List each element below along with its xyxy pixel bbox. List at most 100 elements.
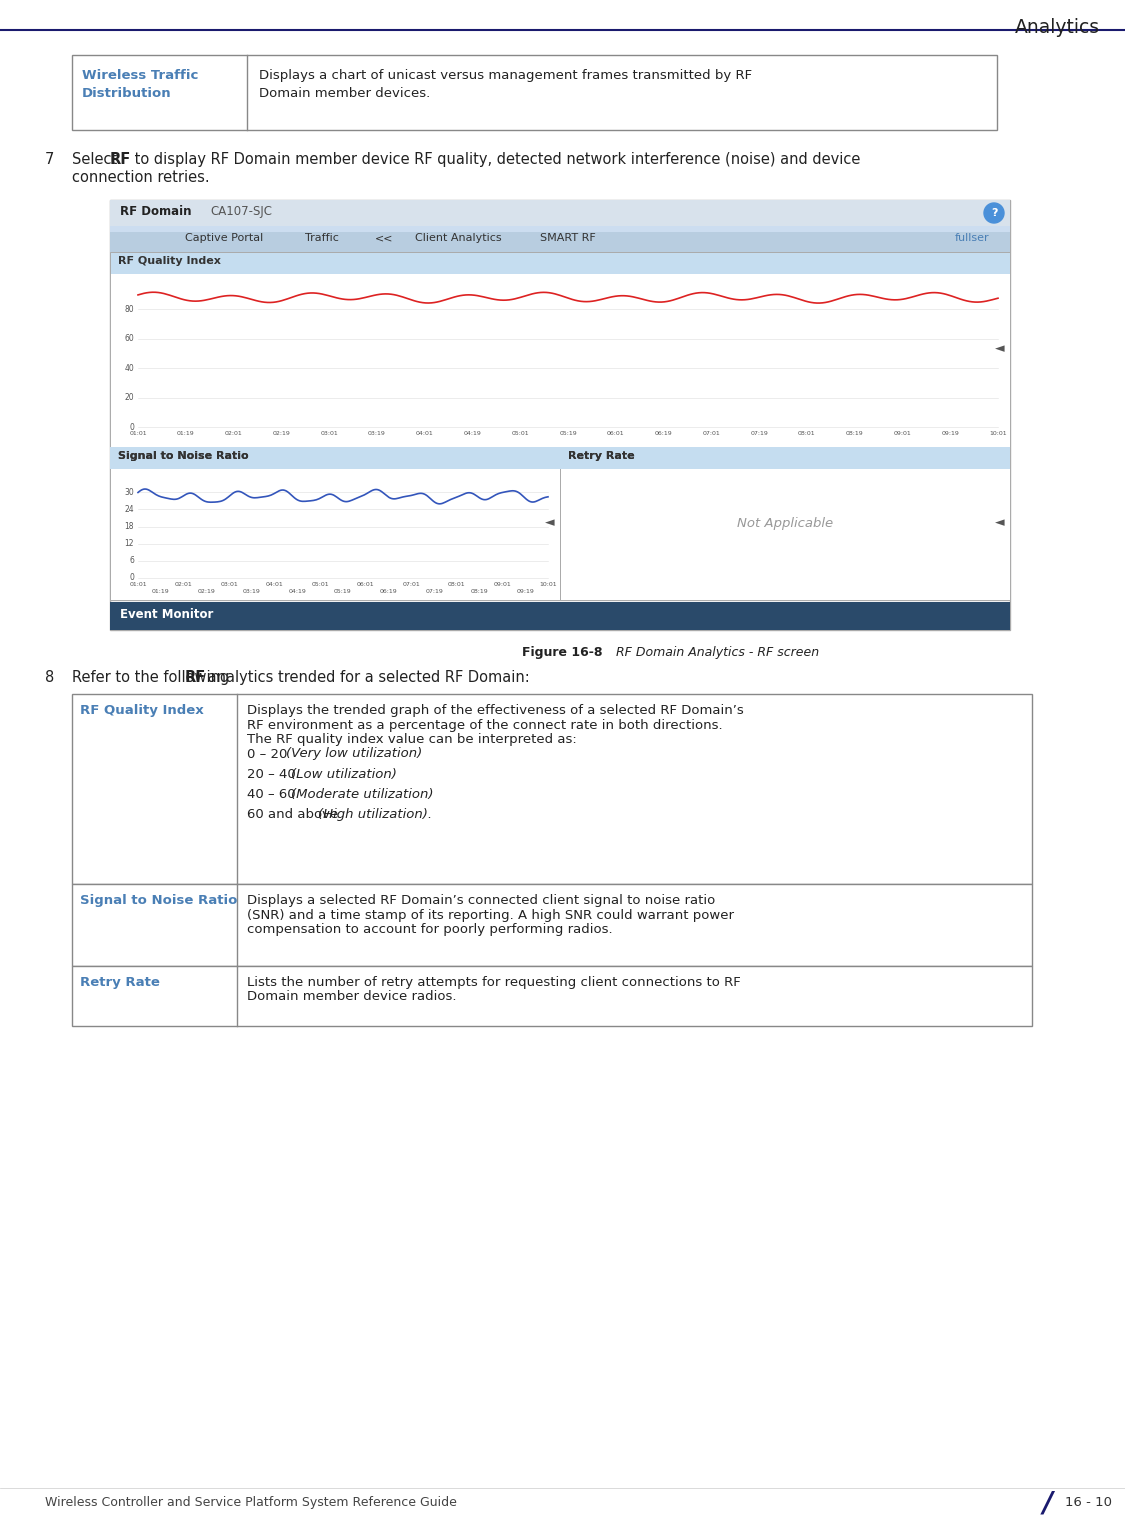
Text: ◄: ◄	[546, 516, 555, 530]
Text: ◄: ◄	[996, 343, 1005, 355]
Text: Displays a chart of unicast versus management frames transmitted by RF
Domain me: Displays a chart of unicast versus manag…	[259, 68, 753, 100]
Text: 12: 12	[125, 539, 134, 548]
Bar	[560, 446, 1010, 469]
Bar	[110, 603, 1010, 630]
Text: RF Quality Index: RF Quality Index	[80, 704, 204, 716]
Bar	[110, 200, 1010, 226]
Text: ◄: ◄	[996, 516, 1005, 530]
Bar	[110, 252, 1010, 446]
Text: 06:19: 06:19	[379, 589, 397, 594]
Text: 03:01: 03:01	[220, 581, 238, 587]
Text: 40 – 60: 40 – 60	[248, 788, 300, 802]
Bar	[560, 446, 1010, 469]
Text: 02:01: 02:01	[174, 581, 192, 587]
Text: Displays the trended graph of the effectiveness of a selected RF Domain’s: Displays the trended graph of the effect…	[248, 704, 744, 716]
Text: 09:19: 09:19	[942, 431, 960, 436]
Text: 04:01: 04:01	[266, 581, 284, 587]
Text: 30: 30	[124, 487, 134, 496]
Text: 0: 0	[129, 422, 134, 431]
Text: 10:01: 10:01	[539, 581, 557, 587]
Text: 05:19: 05:19	[559, 431, 577, 436]
Text: 60: 60	[124, 334, 134, 343]
Text: 60 and above: 60 and above	[248, 809, 342, 821]
Text: Signal to Noise Ratio: Signal to Noise Ratio	[118, 451, 249, 461]
Text: 05:01: 05:01	[312, 581, 328, 587]
Bar	[110, 252, 1010, 275]
Text: 18: 18	[125, 522, 134, 531]
Text: 24: 24	[125, 505, 134, 513]
Text: 08:01: 08:01	[798, 431, 816, 436]
Text: Retry Rate: Retry Rate	[80, 976, 160, 990]
Text: 06:01: 06:01	[608, 431, 624, 436]
Text: Analytics: Analytics	[1015, 18, 1100, 36]
Text: connection retries.: connection retries.	[72, 170, 209, 185]
Text: 0 – 20: 0 – 20	[248, 747, 291, 761]
Text: SMART RF: SMART RF	[540, 232, 596, 243]
Text: (Very low utilization): (Very low utilization)	[286, 747, 422, 761]
Text: 06:01: 06:01	[357, 581, 375, 587]
Text: Select: Select	[72, 152, 122, 167]
Bar	[72, 883, 1032, 965]
Text: (High utilization).: (High utilization).	[318, 809, 433, 821]
Text: 01:19: 01:19	[177, 431, 195, 436]
Text: 0: 0	[129, 574, 134, 583]
Text: Signal to Noise Ratio: Signal to Noise Ratio	[80, 894, 237, 906]
Text: 07:01: 07:01	[403, 581, 421, 587]
Bar	[110, 226, 1010, 252]
Bar	[72, 694, 1032, 883]
Text: 40: 40	[124, 364, 134, 373]
Text: (Moderate utilization): (Moderate utilization)	[291, 788, 433, 802]
Text: Traffic: Traffic	[305, 232, 339, 243]
Text: RF Domain: RF Domain	[120, 205, 191, 219]
Text: Retry Rate: Retry Rate	[568, 451, 634, 461]
Text: 80: 80	[125, 305, 134, 314]
Text: 04:01: 04:01	[416, 431, 433, 436]
Text: Figure 16-8: Figure 16-8	[522, 647, 602, 659]
Bar	[110, 275, 1010, 446]
Text: Wireless Traffic
Distribution: Wireless Traffic Distribution	[82, 68, 198, 100]
Text: analytics trended for a selected RF Domain:: analytics trended for a selected RF Doma…	[202, 669, 530, 685]
Text: 7: 7	[45, 152, 54, 167]
Bar	[110, 200, 1010, 630]
Bar	[72, 965, 1032, 1026]
Text: Displays a selected RF Domain’s connected client signal to noise ratio: Displays a selected RF Domain’s connecte…	[248, 894, 716, 906]
Text: 02:19: 02:19	[272, 431, 290, 436]
Text: 09:01: 09:01	[893, 431, 911, 436]
Text: 01:01: 01:01	[129, 431, 146, 436]
Text: 09:19: 09:19	[516, 589, 534, 594]
Text: Not Applicable: Not Applicable	[737, 516, 832, 530]
Text: Captive Portal: Captive Portal	[184, 232, 263, 243]
Text: <<: <<	[375, 232, 394, 243]
Text: 03:19: 03:19	[368, 431, 386, 436]
Text: 20: 20	[125, 393, 134, 402]
Bar	[110, 226, 1010, 232]
Text: 09:01: 09:01	[494, 581, 512, 587]
Text: 05:01: 05:01	[512, 431, 529, 436]
Text: The RF quality index value can be interpreted as:: The RF quality index value can be interp…	[248, 733, 577, 745]
Text: 02:01: 02:01	[225, 431, 242, 436]
Circle shape	[984, 203, 1004, 223]
Text: Client Analytics: Client Analytics	[415, 232, 502, 243]
Text: 16 - 10: 16 - 10	[1065, 1497, 1112, 1509]
Text: RF: RF	[184, 669, 206, 685]
Bar	[72, 55, 997, 131]
Text: CA107-SJC: CA107-SJC	[210, 205, 272, 219]
Text: 10:01: 10:01	[989, 431, 1007, 436]
Text: 08:19: 08:19	[470, 589, 488, 594]
Text: 06:19: 06:19	[655, 431, 673, 436]
Text: to display RF Domain member device RF quality, detected network interference (no: to display RF Domain member device RF qu…	[130, 152, 861, 167]
Text: compensation to account for poorly performing radios.: compensation to account for poorly perfo…	[248, 923, 613, 937]
Text: 05:19: 05:19	[334, 589, 352, 594]
Text: Retry Rate: Retry Rate	[568, 451, 634, 461]
Text: fullser: fullser	[955, 232, 990, 243]
Text: 04:19: 04:19	[288, 589, 306, 594]
Text: Refer to the following: Refer to the following	[72, 669, 234, 685]
Text: 03:01: 03:01	[321, 431, 338, 436]
Text: RF environment as a percentage of the connect rate in both directions.: RF environment as a percentage of the co…	[248, 718, 722, 732]
Text: Domain member device radios.: Domain member device radios.	[248, 991, 457, 1003]
Text: 07:01: 07:01	[702, 431, 720, 436]
Text: 07:19: 07:19	[750, 431, 768, 436]
Text: 6: 6	[129, 556, 134, 565]
Bar	[110, 446, 560, 469]
Text: Signal to Noise Ratio: Signal to Noise Ratio	[118, 451, 249, 461]
